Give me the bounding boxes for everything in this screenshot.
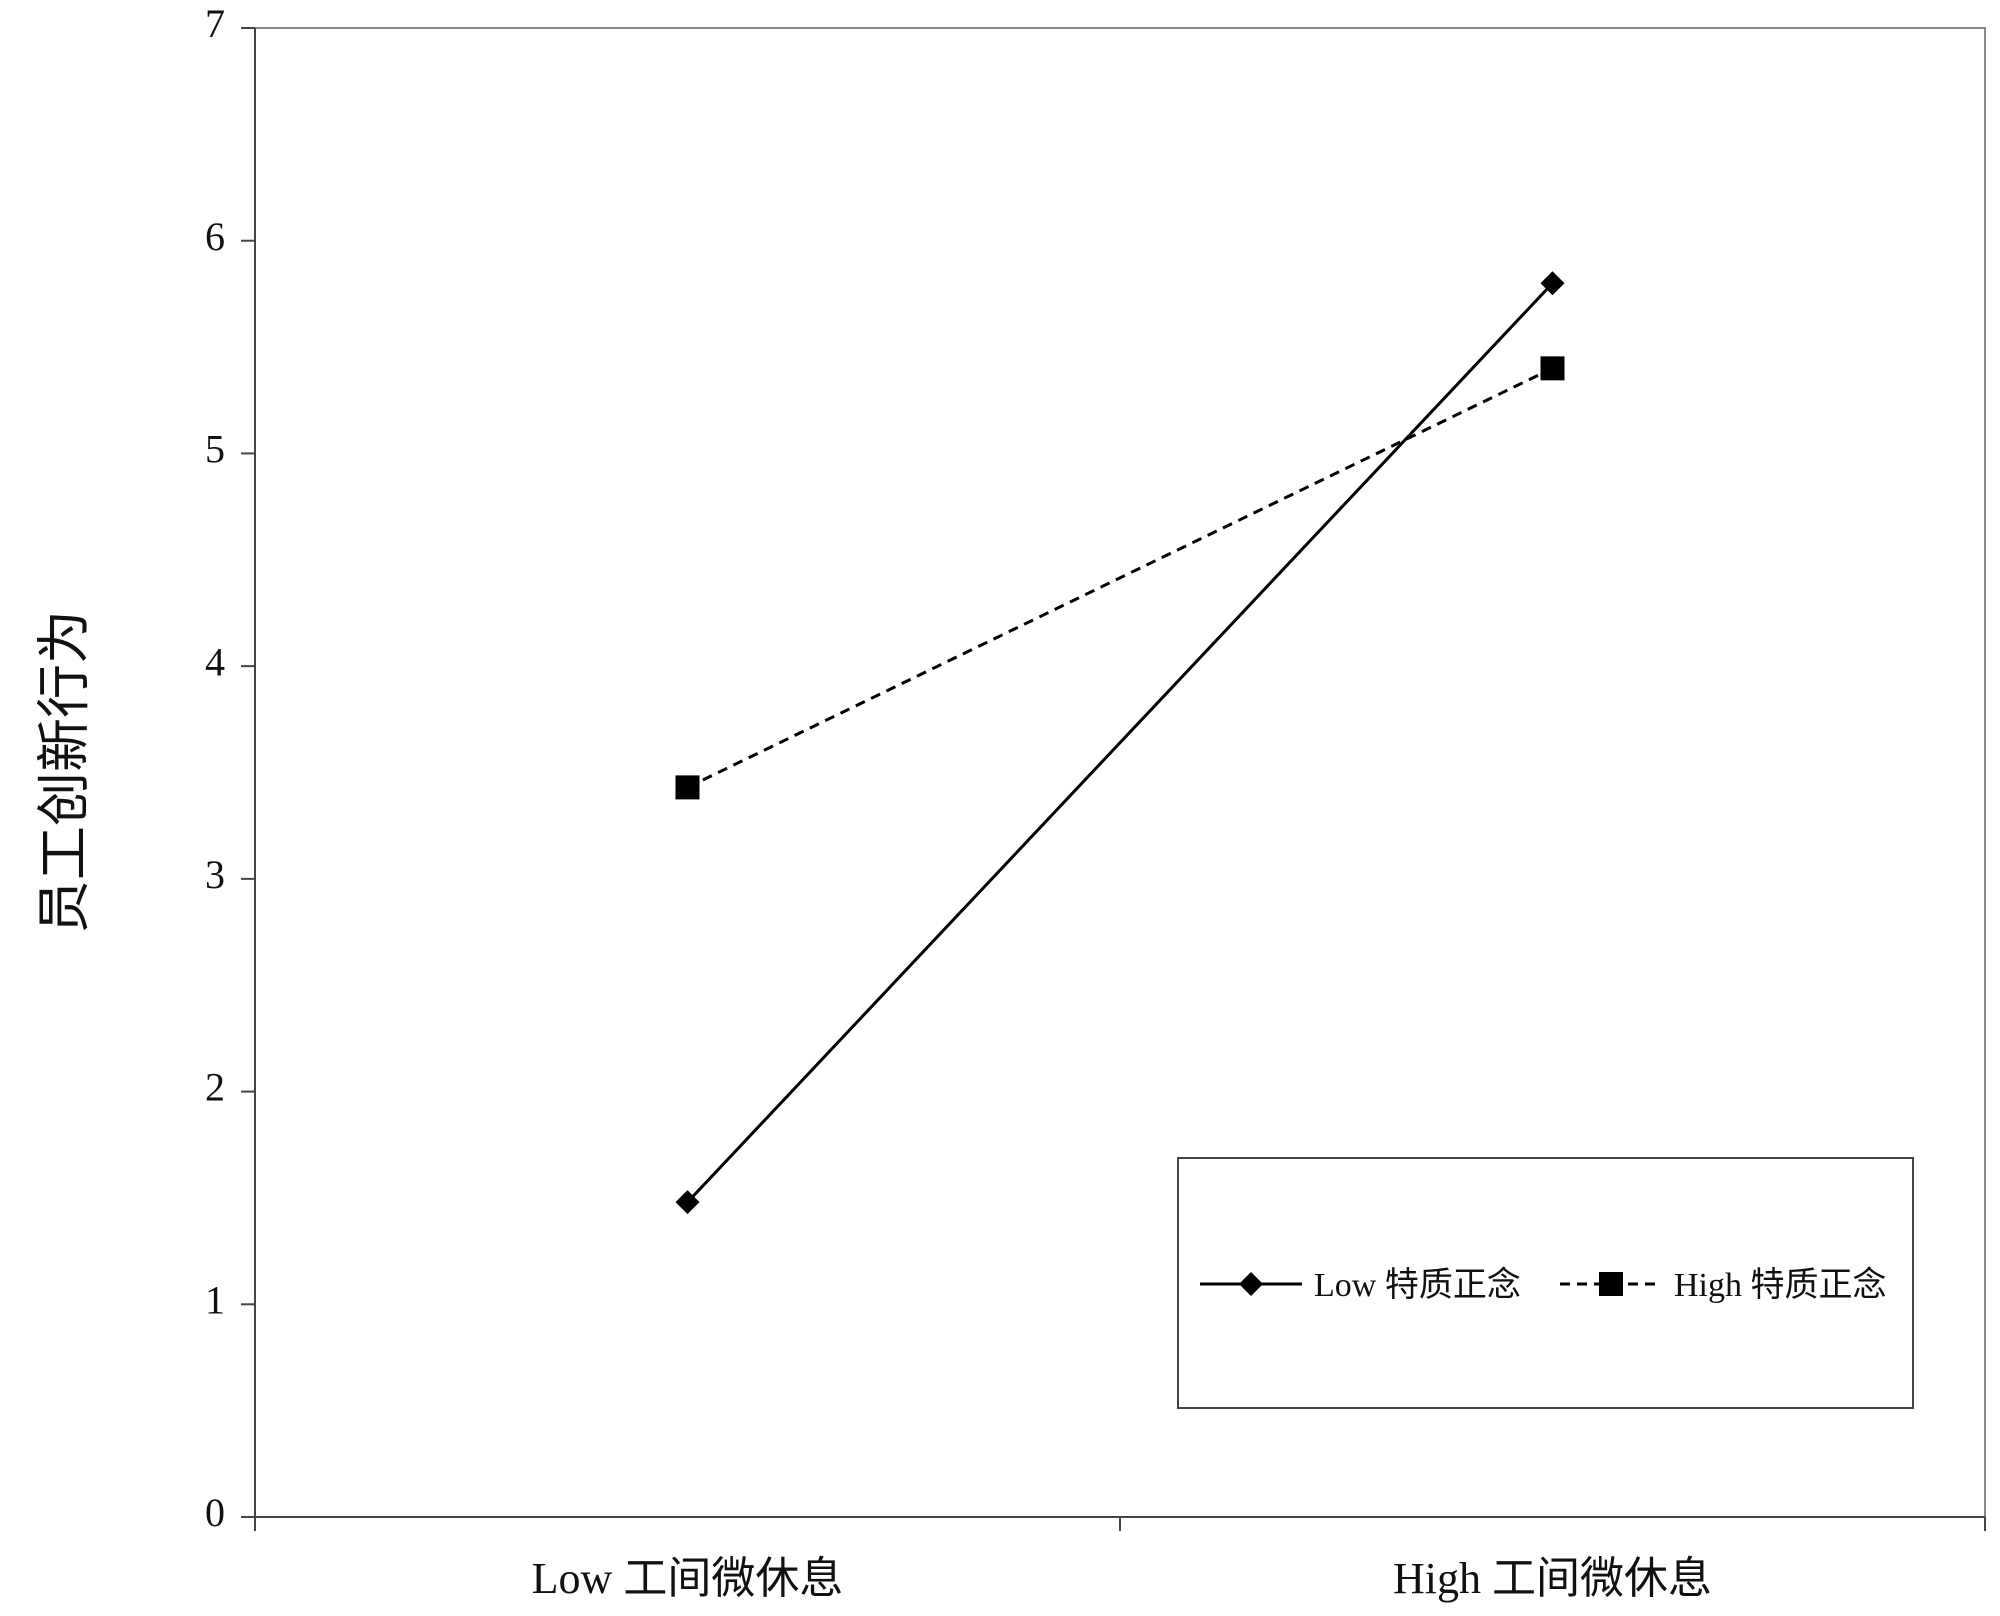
legend-marker-square	[1599, 1272, 1623, 1296]
y-tick-label: 5	[205, 427, 225, 472]
y-tick-label: 4	[205, 639, 225, 684]
series-line-low	[686, 282, 1554, 1204]
y-tick-label: 0	[205, 1490, 225, 1535]
y-axis-ticks: 0 1 2 3 4 5 6 7	[205, 1, 255, 1535]
y-tick-label: 7	[205, 1, 225, 46]
y-tick-label: 2	[205, 1065, 225, 1110]
y-tick-label: 3	[205, 852, 225, 897]
series-line-high	[686, 366, 1554, 789]
data-point-square	[675, 775, 700, 800]
x-category-label: High 工间微休息	[1393, 1554, 1712, 1603]
legend-label-high: High 特质正念	[1674, 1266, 1887, 1304]
x-category-label: Low 工间微休息	[532, 1554, 844, 1603]
y-axis-label: 员工创新行为	[33, 610, 96, 934]
y-tick-label: 6	[205, 214, 225, 259]
legend-marker-diamond	[1239, 1272, 1263, 1296]
legend-label-low: Low 特质正念	[1314, 1266, 1521, 1304]
x-axis-ticks: Low 工间微休息 High 工间微休息	[254, 1517, 1986, 1603]
series-layer	[675, 271, 1565, 1215]
data-point-diamond	[1540, 271, 1565, 296]
legend: Low 特质正念 High 特质正念	[1177, 1157, 1914, 1409]
data-point-square	[1540, 356, 1565, 381]
data-point-diamond	[675, 1190, 700, 1215]
y-tick-label: 1	[205, 1277, 225, 1322]
